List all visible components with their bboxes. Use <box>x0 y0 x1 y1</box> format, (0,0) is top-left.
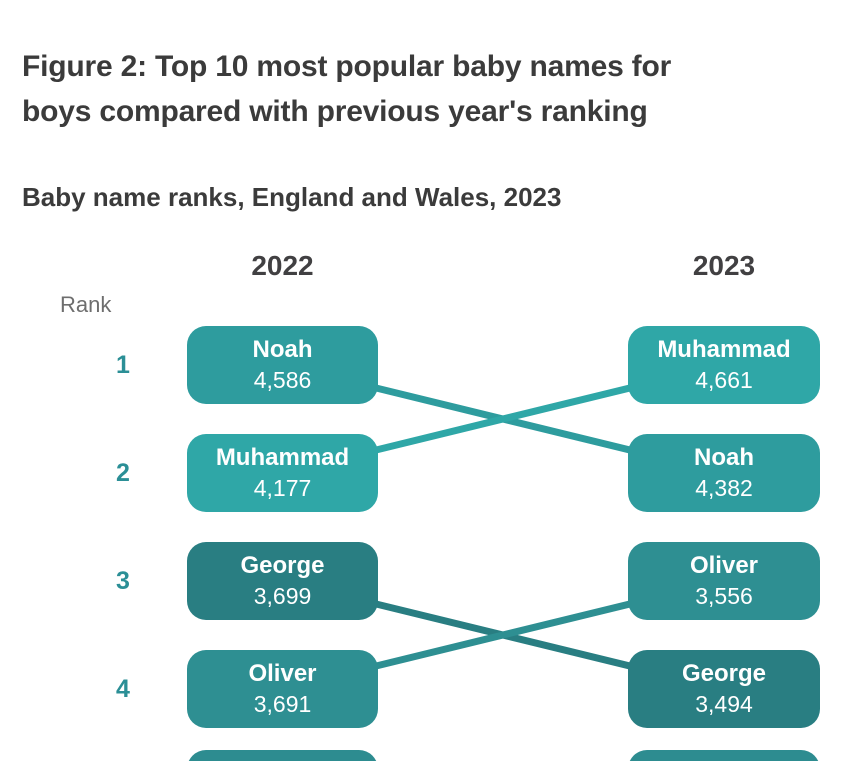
baby-name-label: Muhammad <box>215 444 350 472</box>
rank-row-3: 3 George 3,699 Oliver 3,556 <box>0 542 860 620</box>
figure-subtitle: Baby name ranks, England and Wales, 2023 <box>22 182 562 212</box>
rank-number: 1 <box>116 350 130 379</box>
column-header-2022: 2022 <box>251 250 314 281</box>
rank-number: 4 <box>116 674 130 703</box>
name-box-2022-muhammad: Muhammad 4,177 <box>187 434 378 512</box>
baby-name-count: 4,177 <box>253 474 312 501</box>
baby-name-count: 3,556 <box>695 582 753 609</box>
column-header-2023: 2023 <box>692 250 756 281</box>
name-box-2023-muhammad: Muhammad 4,661 <box>628 326 820 404</box>
baby-name-label: Oliver <box>689 552 759 580</box>
baby-name-label: Muhammad <box>657 336 791 364</box>
rank-row-1: 1 Noah 4,586 Muhammad 4,661 <box>0 326 860 404</box>
name-box-2022-oliver: Oliver 3,691 <box>187 650 378 728</box>
rank-row-2: 2 Muhammad 4,177 Noah 4,382 <box>0 434 860 512</box>
baby-name-label: Noah <box>694 444 754 472</box>
baby-name-label: George <box>681 660 767 688</box>
baby-name-label: Noah <box>252 336 313 364</box>
baby-name-label: Oliver <box>248 660 317 688</box>
rank-axis-label: Rank <box>60 292 112 317</box>
name-box-2023-noah: Noah 4,382 <box>628 434 820 512</box>
rank-number: 3 <box>116 566 130 595</box>
baby-name-count: 4,382 <box>695 474 753 501</box>
figure-title-line-2: boys compared with previous year's ranki… <box>22 95 648 128</box>
baby-name-count: 4,586 <box>253 366 312 393</box>
baby-name-count: 3,494 <box>695 690 753 717</box>
rank-row-4: 4 Oliver 3,691 George 3,494 <box>0 650 860 728</box>
baby-name-count: 4,661 <box>695 366 753 393</box>
baby-name-count: 3,691 <box>253 690 312 717</box>
name-box-2023-george: George 3,494 <box>628 650 820 728</box>
name-box-2023-oliver: Oliver 3,556 <box>628 542 820 620</box>
name-box-2022-noah: Noah 4,586 <box>187 326 378 404</box>
name-box-2022-partial <box>187 750 378 761</box>
baby-name-label: George <box>240 552 325 580</box>
figure-title-line-1: Figure 2: Top 10 most popular baby names… <box>22 50 672 83</box>
rank-number: 2 <box>116 458 130 487</box>
baby-name-count: 3,699 <box>253 582 312 609</box>
name-box-2022-george: George 3,699 <box>187 542 378 620</box>
name-box-2023-partial <box>628 750 820 761</box>
rank-row-5-partial <box>0 750 860 761</box>
